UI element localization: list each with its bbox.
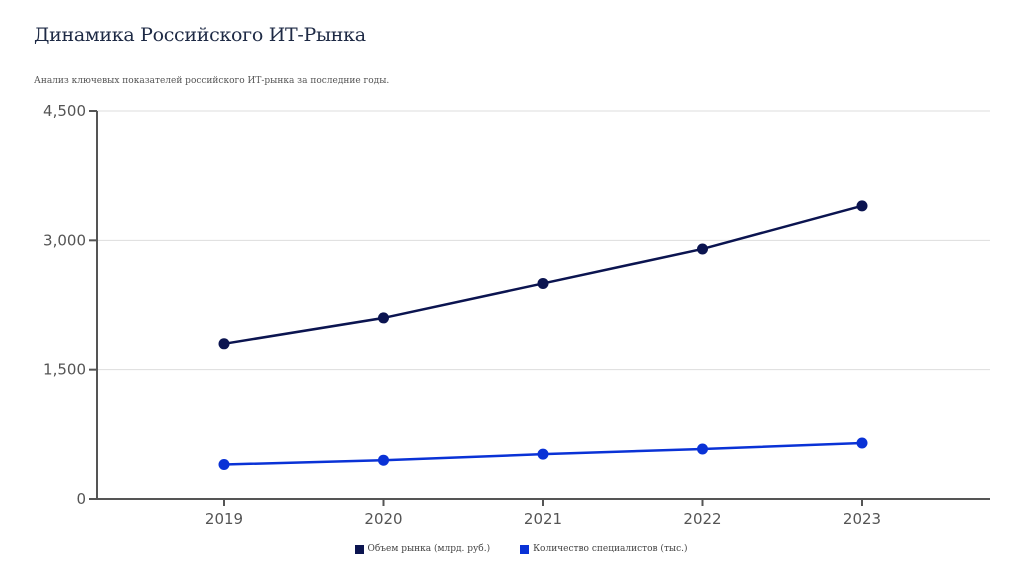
legend-swatch-market-volume xyxy=(354,544,364,554)
x-tick-label-4: 2023 xyxy=(843,510,881,528)
chart-subtitle: Анализ ключевых показателей российского … xyxy=(34,76,390,86)
data-point-s1-2023 xyxy=(856,437,868,449)
y-tick-label-1: 1,500 xyxy=(43,361,86,379)
y-tick-label-0: 0 xyxy=(76,490,86,508)
data-point-s0-2021 xyxy=(537,277,549,289)
data-point-s0-2020 xyxy=(378,312,389,324)
x-tick-label-1: 2020 xyxy=(364,510,402,528)
data-point-s1-2019 xyxy=(218,459,230,471)
legend-item-market-volume[interactable]: Объем рынка (млрд. руб.) xyxy=(354,544,491,554)
data-point-s1-2021 xyxy=(537,448,549,460)
legend-swatch-specialists xyxy=(520,544,530,554)
legend-item-specialists[interactable]: Количество специалистов (тыс.) xyxy=(520,544,688,554)
data-point-s1-2020 xyxy=(378,454,389,466)
y-tick-label-2: 3,000 xyxy=(43,231,86,249)
legend-label-market-volume: Объем рынка (млрд. руб.) xyxy=(367,544,491,554)
x-tick-label-0: 2019 xyxy=(205,510,243,528)
series-line-0 xyxy=(223,204,863,346)
x-tick-label-2: 2021 xyxy=(524,510,562,528)
y-tick-label-3: 4,500 xyxy=(43,102,86,120)
legend: Объем рынка (млрд. руб.) Количество спец… xyxy=(0,544,1024,554)
data-point-s1-2022 xyxy=(697,443,708,455)
data-point-s0-2023 xyxy=(856,200,868,212)
data-point-s0-2022 xyxy=(697,243,708,255)
chart-title: Динамика Российского ИТ-Рынка xyxy=(34,24,366,46)
data-point-s0-2019 xyxy=(218,338,230,350)
x-tick-label-3: 2022 xyxy=(683,510,721,528)
legend-label-specialists: Количество специалистов (тыс.) xyxy=(533,544,688,554)
